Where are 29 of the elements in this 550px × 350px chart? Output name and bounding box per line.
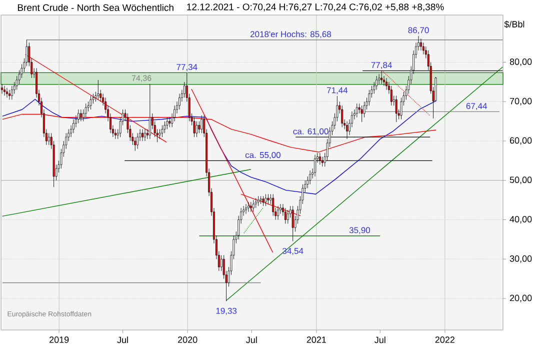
x-tick-label: Jul	[374, 336, 386, 344]
y-tick-label: 20,00	[510, 294, 532, 302]
annotation: ca. 61,00	[293, 128, 328, 136]
x-tick-label: 2019	[50, 336, 69, 343]
y-axis-title: $/Bbl	[504, 20, 524, 28]
annotation: 34,54	[282, 248, 304, 255]
annotation: 86,70	[408, 27, 429, 34]
chart-title: Brent Crude - North Sea Wöchentlich	[18, 4, 174, 11]
y-tick-label: 50,00	[510, 176, 532, 184]
annotation: 77,34	[176, 64, 198, 72]
x-tick-label: Jul	[246, 336, 257, 344]
y-tick-label: 40,00	[510, 216, 532, 224]
y-tick-label: 70,00	[510, 98, 532, 106]
annotation: 35,90	[349, 227, 370, 234]
band-label: 74,36	[132, 75, 152, 82]
annotation: 71,44	[326, 87, 348, 94]
annotation: ca. 55,00	[245, 152, 280, 159]
annotation: 2018'er Hochs: 85,68	[250, 30, 332, 38]
x-tick-label: 2021	[306, 336, 326, 343]
y-tick-label: 60,00	[510, 137, 532, 145]
y-tick-label: 30,00	[510, 255, 532, 263]
x-tick-label: 2022	[435, 336, 454, 343]
annotation: 67,44	[466, 102, 487, 110]
y-tick-label: 80,00	[510, 58, 532, 66]
x-tick-label: Jul	[117, 336, 128, 344]
x-tick-label: 2020	[178, 336, 198, 343]
chart-subtitle: 12.12.2021 - O:70,24 H:76,27 L:70,24 C:76,02 +5,88 +8,38%	[187, 4, 444, 12]
annotation: 19,33	[216, 308, 237, 315]
annotation: 77,84	[371, 62, 392, 70]
